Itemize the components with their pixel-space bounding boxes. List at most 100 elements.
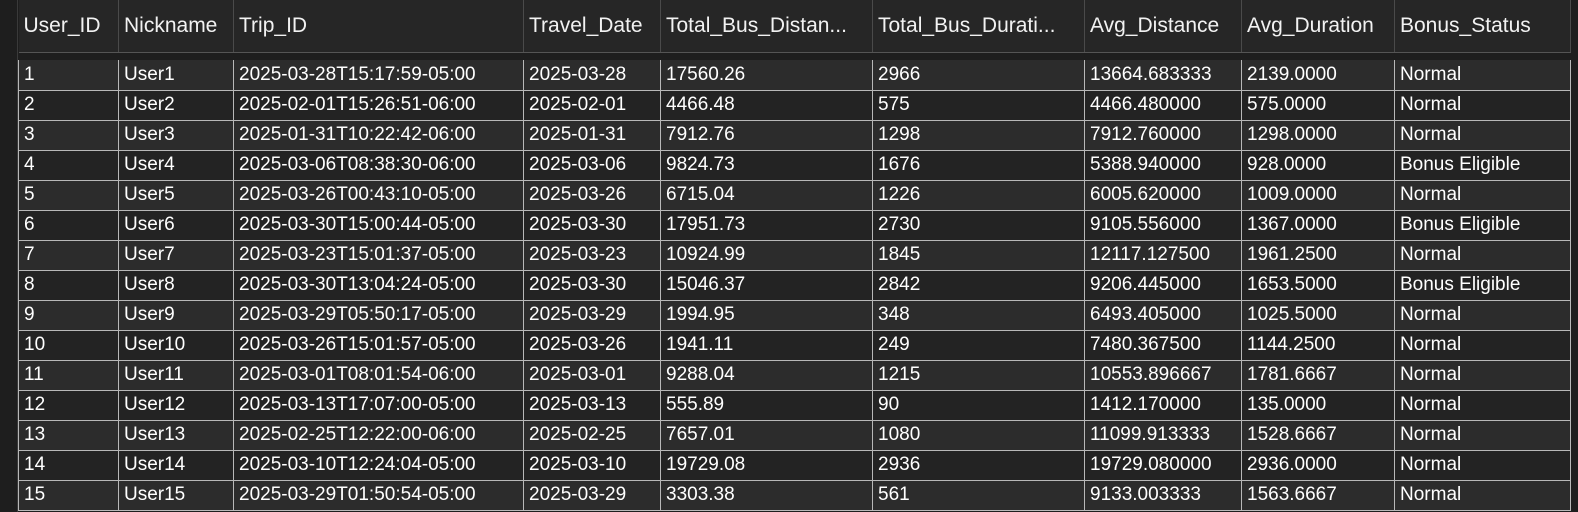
cell-travel-date[interactable]: 2025-03-30 bbox=[523, 210, 661, 241]
cell-avg-distance[interactable]: 4466.480000 bbox=[1084, 90, 1242, 121]
cell-total-bus-distance[interactable]: 6715.04 bbox=[660, 180, 873, 211]
cell-bonus-status[interactable]: Normal bbox=[1394, 480, 1571, 511]
cell-trip-id[interactable]: 2025-03-26T00:43:10-05:00 bbox=[233, 180, 524, 211]
cell-travel-date[interactable]: 2025-03-26 bbox=[523, 330, 661, 361]
cell-bonus-status[interactable]: Normal bbox=[1394, 240, 1571, 271]
cell-travel-date[interactable]: 2025-03-30 bbox=[523, 270, 661, 301]
cell-total-bus-duration[interactable]: 1215 bbox=[872, 360, 1085, 391]
table-row[interactable]: 8 User8 2025-03-30T13:04:24-05:00 2025-03-3… bbox=[18, 270, 1571, 301]
cell-user-id[interactable]: 12 bbox=[18, 390, 119, 421]
cell-total-bus-distance[interactable]: 10924.99 bbox=[660, 240, 873, 271]
cell-total-bus-duration[interactable]: 2936 bbox=[872, 450, 1085, 481]
cell-total-bus-distance[interactable]: 555.89 bbox=[660, 390, 873, 421]
cell-travel-date[interactable]: 2025-01-31 bbox=[523, 120, 661, 151]
cell-bonus-status[interactable]: Normal bbox=[1394, 330, 1571, 361]
cell-total-bus-duration[interactable]: 2966 bbox=[872, 60, 1085, 91]
table-row[interactable]: 7 User7 2025-03-23T15:01:37-05:00 2025-03-2… bbox=[18, 240, 1571, 271]
cell-avg-distance[interactable]: 6005.620000 bbox=[1084, 180, 1242, 211]
cell-bonus-status[interactable]: Normal bbox=[1394, 300, 1571, 331]
results-table[interactable]: User_ID Nickname Trip_ID Travel_Date Total_B… bbox=[18, 0, 1571, 511]
cell-avg-distance[interactable]: 6493.405000 bbox=[1084, 300, 1242, 331]
cell-avg-distance[interactable]: 12117.127500 bbox=[1084, 240, 1242, 271]
cell-user-id[interactable]: 4 bbox=[18, 150, 119, 181]
cell-avg-duration[interactable]: 2139.0000 bbox=[1241, 60, 1395, 91]
cell-total-bus-duration[interactable]: 90 bbox=[872, 390, 1085, 421]
cell-nickname[interactable]: User10 bbox=[118, 330, 234, 361]
cell-bonus-status[interactable]: Bonus Eligible bbox=[1394, 210, 1571, 241]
cell-trip-id[interactable]: 2025-03-28T15:17:59-05:00 bbox=[233, 60, 524, 91]
cell-trip-id[interactable]: 2025-03-01T08:01:54-06:00 bbox=[233, 360, 524, 391]
column-header-total-bus-distance[interactable]: Total_Bus_Distan... bbox=[660, 0, 873, 53]
cell-avg-distance[interactable]: 7912.760000 bbox=[1084, 120, 1242, 151]
cell-travel-date[interactable]: 2025-03-29 bbox=[523, 480, 661, 511]
table-row[interactable]: 14 User14 2025-03-10T12:24:04-05:00 2025-03… bbox=[18, 450, 1571, 481]
cell-avg-distance[interactable]: 9206.445000 bbox=[1084, 270, 1242, 301]
cell-total-bus-duration[interactable]: 1080 bbox=[872, 420, 1085, 451]
cell-total-bus-distance[interactable]: 1941.11 bbox=[660, 330, 873, 361]
cell-bonus-status[interactable]: Normal bbox=[1394, 360, 1571, 391]
column-header-avg-duration[interactable]: Avg_Duration bbox=[1241, 0, 1395, 53]
cell-user-id[interactable]: 15 bbox=[18, 480, 119, 511]
table-row[interactable]: 2 User2 2025-02-01T15:26:51-06:00 2025-02-0… bbox=[18, 90, 1571, 121]
cell-total-bus-duration[interactable]: 1226 bbox=[872, 180, 1085, 211]
table-row[interactable]: 4 User4 2025-03-06T08:38:30-06:00 2025-03-0… bbox=[18, 150, 1571, 181]
cell-avg-duration[interactable]: 1144.2500 bbox=[1241, 330, 1395, 361]
column-header-trip-id[interactable]: Trip_ID bbox=[233, 0, 524, 53]
cell-avg-distance[interactable]: 9133.003333 bbox=[1084, 480, 1242, 511]
cell-trip-id[interactable]: 2025-03-30T13:04:24-05:00 bbox=[233, 270, 524, 301]
cell-bonus-status[interactable]: Normal bbox=[1394, 420, 1571, 451]
table-row[interactable]: 12 User12 2025-03-13T17:07:00-05:00 2025-03… bbox=[18, 390, 1571, 421]
cell-avg-duration[interactable]: 135.0000 bbox=[1241, 390, 1395, 421]
cell-trip-id[interactable]: 2025-03-23T15:01:37-05:00 bbox=[233, 240, 524, 271]
cell-user-id[interactable]: 2 bbox=[18, 90, 119, 121]
cell-trip-id[interactable]: 2025-03-26T15:01:57-05:00 bbox=[233, 330, 524, 361]
column-header-nickname[interactable]: Nickname bbox=[118, 0, 234, 53]
column-header-travel-date[interactable]: Travel_Date bbox=[523, 0, 661, 53]
cell-trip-id[interactable]: 2025-03-29T05:50:17-05:00 bbox=[233, 300, 524, 331]
cell-avg-duration[interactable]: 1653.5000 bbox=[1241, 270, 1395, 301]
cell-avg-distance[interactable]: 10553.896667 bbox=[1084, 360, 1242, 391]
table-row[interactable]: 6 User6 2025-03-30T15:00:44-05:00 2025-03-3… bbox=[18, 210, 1571, 241]
cell-bonus-status[interactable]: Normal bbox=[1394, 90, 1571, 121]
cell-total-bus-distance[interactable]: 1994.95 bbox=[660, 300, 873, 331]
cell-user-id[interactable]: 3 bbox=[18, 120, 119, 151]
cell-travel-date[interactable]: 2025-03-13 bbox=[523, 390, 661, 421]
cell-total-bus-distance[interactable]: 7912.76 bbox=[660, 120, 873, 151]
cell-nickname[interactable]: User12 bbox=[118, 390, 234, 421]
cell-trip-id[interactable]: 2025-02-01T15:26:51-06:00 bbox=[233, 90, 524, 121]
cell-total-bus-distance[interactable]: 9824.73 bbox=[660, 150, 873, 181]
cell-nickname[interactable]: User15 bbox=[118, 480, 234, 511]
cell-total-bus-duration[interactable]: 2730 bbox=[872, 210, 1085, 241]
cell-total-bus-distance[interactable]: 17951.73 bbox=[660, 210, 873, 241]
cell-trip-id[interactable]: 2025-03-13T17:07:00-05:00 bbox=[233, 390, 524, 421]
cell-avg-distance[interactable]: 11099.913333 bbox=[1084, 420, 1242, 451]
cell-avg-duration[interactable]: 1367.0000 bbox=[1241, 210, 1395, 241]
cell-nickname[interactable]: User1 bbox=[118, 60, 234, 91]
cell-total-bus-distance[interactable]: 17560.26 bbox=[660, 60, 873, 91]
cell-travel-date[interactable]: 2025-03-29 bbox=[523, 300, 661, 331]
cell-avg-duration[interactable]: 1298.0000 bbox=[1241, 120, 1395, 151]
cell-total-bus-distance[interactable]: 7657.01 bbox=[660, 420, 873, 451]
column-header-user-id[interactable]: User_ID bbox=[18, 0, 119, 53]
cell-total-bus-distance[interactable]: 3303.38 bbox=[660, 480, 873, 511]
cell-total-bus-duration[interactable]: 561 bbox=[872, 480, 1085, 511]
cell-avg-duration[interactable]: 1961.2500 bbox=[1241, 240, 1395, 271]
cell-avg-distance[interactable]: 19729.080000 bbox=[1084, 450, 1242, 481]
table-row[interactable]: 1 User1 2025-03-28T15:17:59-05:00 2025-03-2… bbox=[18, 60, 1571, 91]
cell-bonus-status[interactable]: Normal bbox=[1394, 60, 1571, 91]
cell-nickname[interactable]: User3 bbox=[118, 120, 234, 151]
cell-nickname[interactable]: User4 bbox=[118, 150, 234, 181]
cell-trip-id[interactable]: 2025-03-06T08:38:30-06:00 bbox=[233, 150, 524, 181]
cell-total-bus-duration[interactable]: 1845 bbox=[872, 240, 1085, 271]
cell-total-bus-duration[interactable]: 575 bbox=[872, 90, 1085, 121]
cell-nickname[interactable]: User11 bbox=[118, 360, 234, 391]
cell-user-id[interactable]: 11 bbox=[18, 360, 119, 391]
cell-trip-id[interactable]: 2025-01-31T10:22:42-06:00 bbox=[233, 120, 524, 151]
cell-total-bus-duration[interactable]: 1676 bbox=[872, 150, 1085, 181]
cell-avg-duration[interactable]: 1781.6667 bbox=[1241, 360, 1395, 391]
cell-avg-distance[interactable]: 7480.367500 bbox=[1084, 330, 1242, 361]
cell-travel-date[interactable]: 2025-03-06 bbox=[523, 150, 661, 181]
cell-travel-date[interactable]: 2025-03-28 bbox=[523, 60, 661, 91]
cell-avg-distance[interactable]: 1412.170000 bbox=[1084, 390, 1242, 421]
